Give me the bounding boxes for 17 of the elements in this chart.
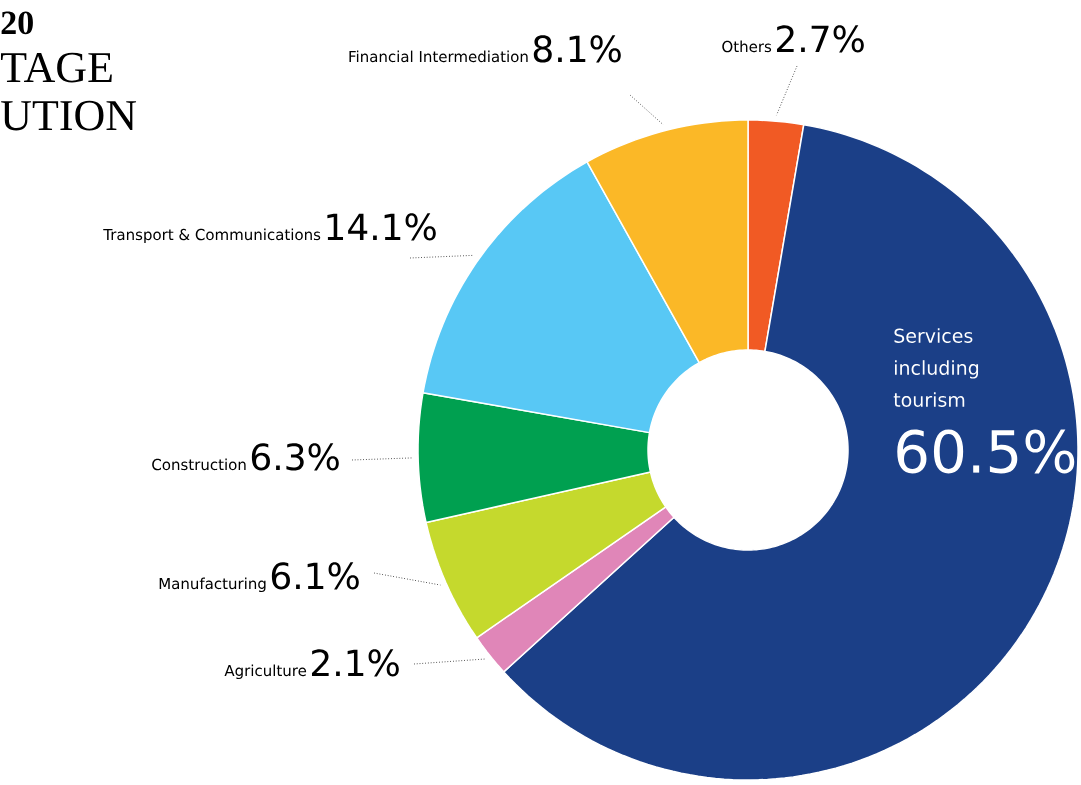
data-label: 2.1% xyxy=(311,649,399,677)
slice-label: Transport & Communications xyxy=(103,228,321,244)
data-label: 14.1% xyxy=(327,213,436,241)
text: TAGE xyxy=(1,52,112,83)
slice-label: Services including tourism xyxy=(893,328,979,407)
data-label: 60.5% xyxy=(897,429,1075,474)
text: 20 xyxy=(1,11,33,35)
slice-label: Agriculture xyxy=(224,664,307,680)
data-label: 6.3% xyxy=(251,443,339,471)
slice-label: Financial Intermediation xyxy=(349,50,528,63)
data-label: 6.1% xyxy=(271,562,359,590)
slice-label: Others xyxy=(722,40,772,53)
text: UTION xyxy=(1,100,137,131)
data-label: 8.1% xyxy=(533,35,621,63)
slice-label: Construction xyxy=(152,458,246,471)
slice-label: Manufacturing xyxy=(159,577,266,593)
data-label: 2.7% xyxy=(776,25,864,53)
